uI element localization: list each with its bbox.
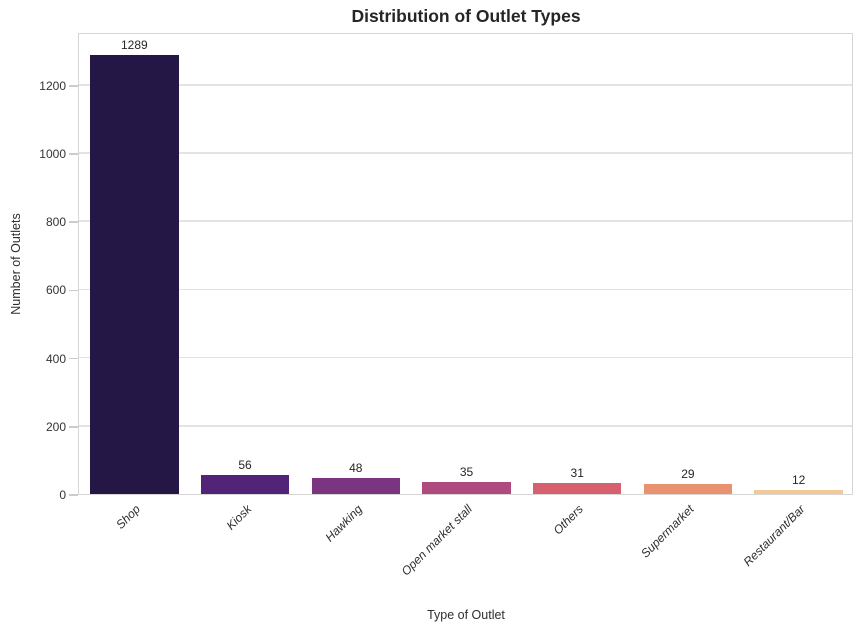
bar-shop bbox=[90, 54, 179, 494]
gridline-400 bbox=[79, 356, 852, 359]
gridline-800 bbox=[79, 220, 852, 222]
chart-title: Distribution of Outlet Types bbox=[351, 6, 581, 26]
y-tick-label-1000: 1000 bbox=[39, 147, 66, 162]
x-tick-label-others: Others bbox=[550, 502, 587, 538]
bar-supermarket bbox=[643, 484, 733, 494]
gridline-600 bbox=[79, 288, 852, 291]
y-tick-label-800: 800 bbox=[45, 215, 66, 230]
y-tick-mark-600 bbox=[69, 289, 78, 292]
y-tick-label-1200: 1200 bbox=[39, 78, 66, 93]
y-tick-mark-0 bbox=[69, 494, 78, 496]
gridline-200 bbox=[79, 425, 852, 427]
bar-value-label-supermarket: 29 bbox=[681, 467, 695, 482]
bar-value-label-kiosk: 56 bbox=[238, 457, 252, 472]
bar-value-label-others: 31 bbox=[570, 466, 584, 481]
gridline-1000 bbox=[79, 152, 852, 154]
gridline-1200 bbox=[79, 84, 852, 86]
bar-value-label-hawking: 48 bbox=[349, 460, 363, 475]
bar-open-market-stall bbox=[422, 482, 511, 494]
x-tick-label-shop: Shop bbox=[113, 502, 144, 532]
y-tick-mark-1200 bbox=[69, 85, 78, 87]
y-tick-label-600: 600 bbox=[45, 283, 66, 298]
y-tick-mark-400 bbox=[69, 357, 78, 360]
y-tick-label-200: 200 bbox=[45, 419, 66, 434]
bar-restaurant-bar bbox=[754, 489, 843, 494]
y-tick-label-0: 0 bbox=[59, 488, 66, 502]
plot-area: 1289 56 48 35 31 29 12 bbox=[78, 33, 853, 495]
x-tick-label-supermarket: Supermarket bbox=[638, 502, 697, 561]
bar-kiosk bbox=[200, 474, 290, 494]
x-axis-label: Type of Outlet bbox=[427, 608, 505, 622]
bar-value-label-restaurant-bar: 12 bbox=[791, 472, 806, 487]
y-tick-mark-200 bbox=[69, 426, 78, 428]
x-tick-label-open-market-stall: Open market stall bbox=[398, 502, 476, 579]
x-tick-label-hawking: Hawking bbox=[322, 502, 365, 545]
bar-value-label-shop: 1289 bbox=[120, 37, 148, 52]
bar-value-label-open-market-stall: 35 bbox=[459, 465, 474, 480]
bar-hawking bbox=[311, 477, 401, 494]
y-tick-label-400: 400 bbox=[45, 351, 66, 366]
x-tick-label-kiosk: Kiosk bbox=[223, 502, 254, 533]
y-tick-mark-800 bbox=[69, 221, 78, 223]
x-tick-label-restaurant-bar: Restaurant/Bar bbox=[740, 502, 808, 569]
bar-others bbox=[532, 483, 622, 494]
y-tick-mark-1000 bbox=[69, 153, 78, 155]
